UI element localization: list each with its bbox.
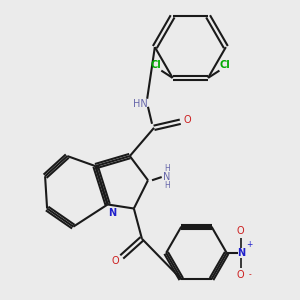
- Text: O: O: [237, 270, 244, 280]
- Text: O: O: [237, 226, 244, 236]
- Text: N: N: [163, 172, 171, 182]
- Text: HN: HN: [133, 99, 147, 109]
- Text: O: O: [184, 115, 191, 125]
- Text: N: N: [108, 208, 116, 218]
- Text: H: H: [164, 164, 170, 173]
- Text: -: -: [248, 270, 251, 279]
- Text: O: O: [112, 256, 119, 266]
- Text: Cl: Cl: [220, 60, 230, 70]
- Text: N: N: [237, 248, 245, 258]
- Text: H: H: [164, 182, 170, 190]
- Text: Cl: Cl: [150, 60, 161, 70]
- Text: +: +: [247, 240, 253, 249]
